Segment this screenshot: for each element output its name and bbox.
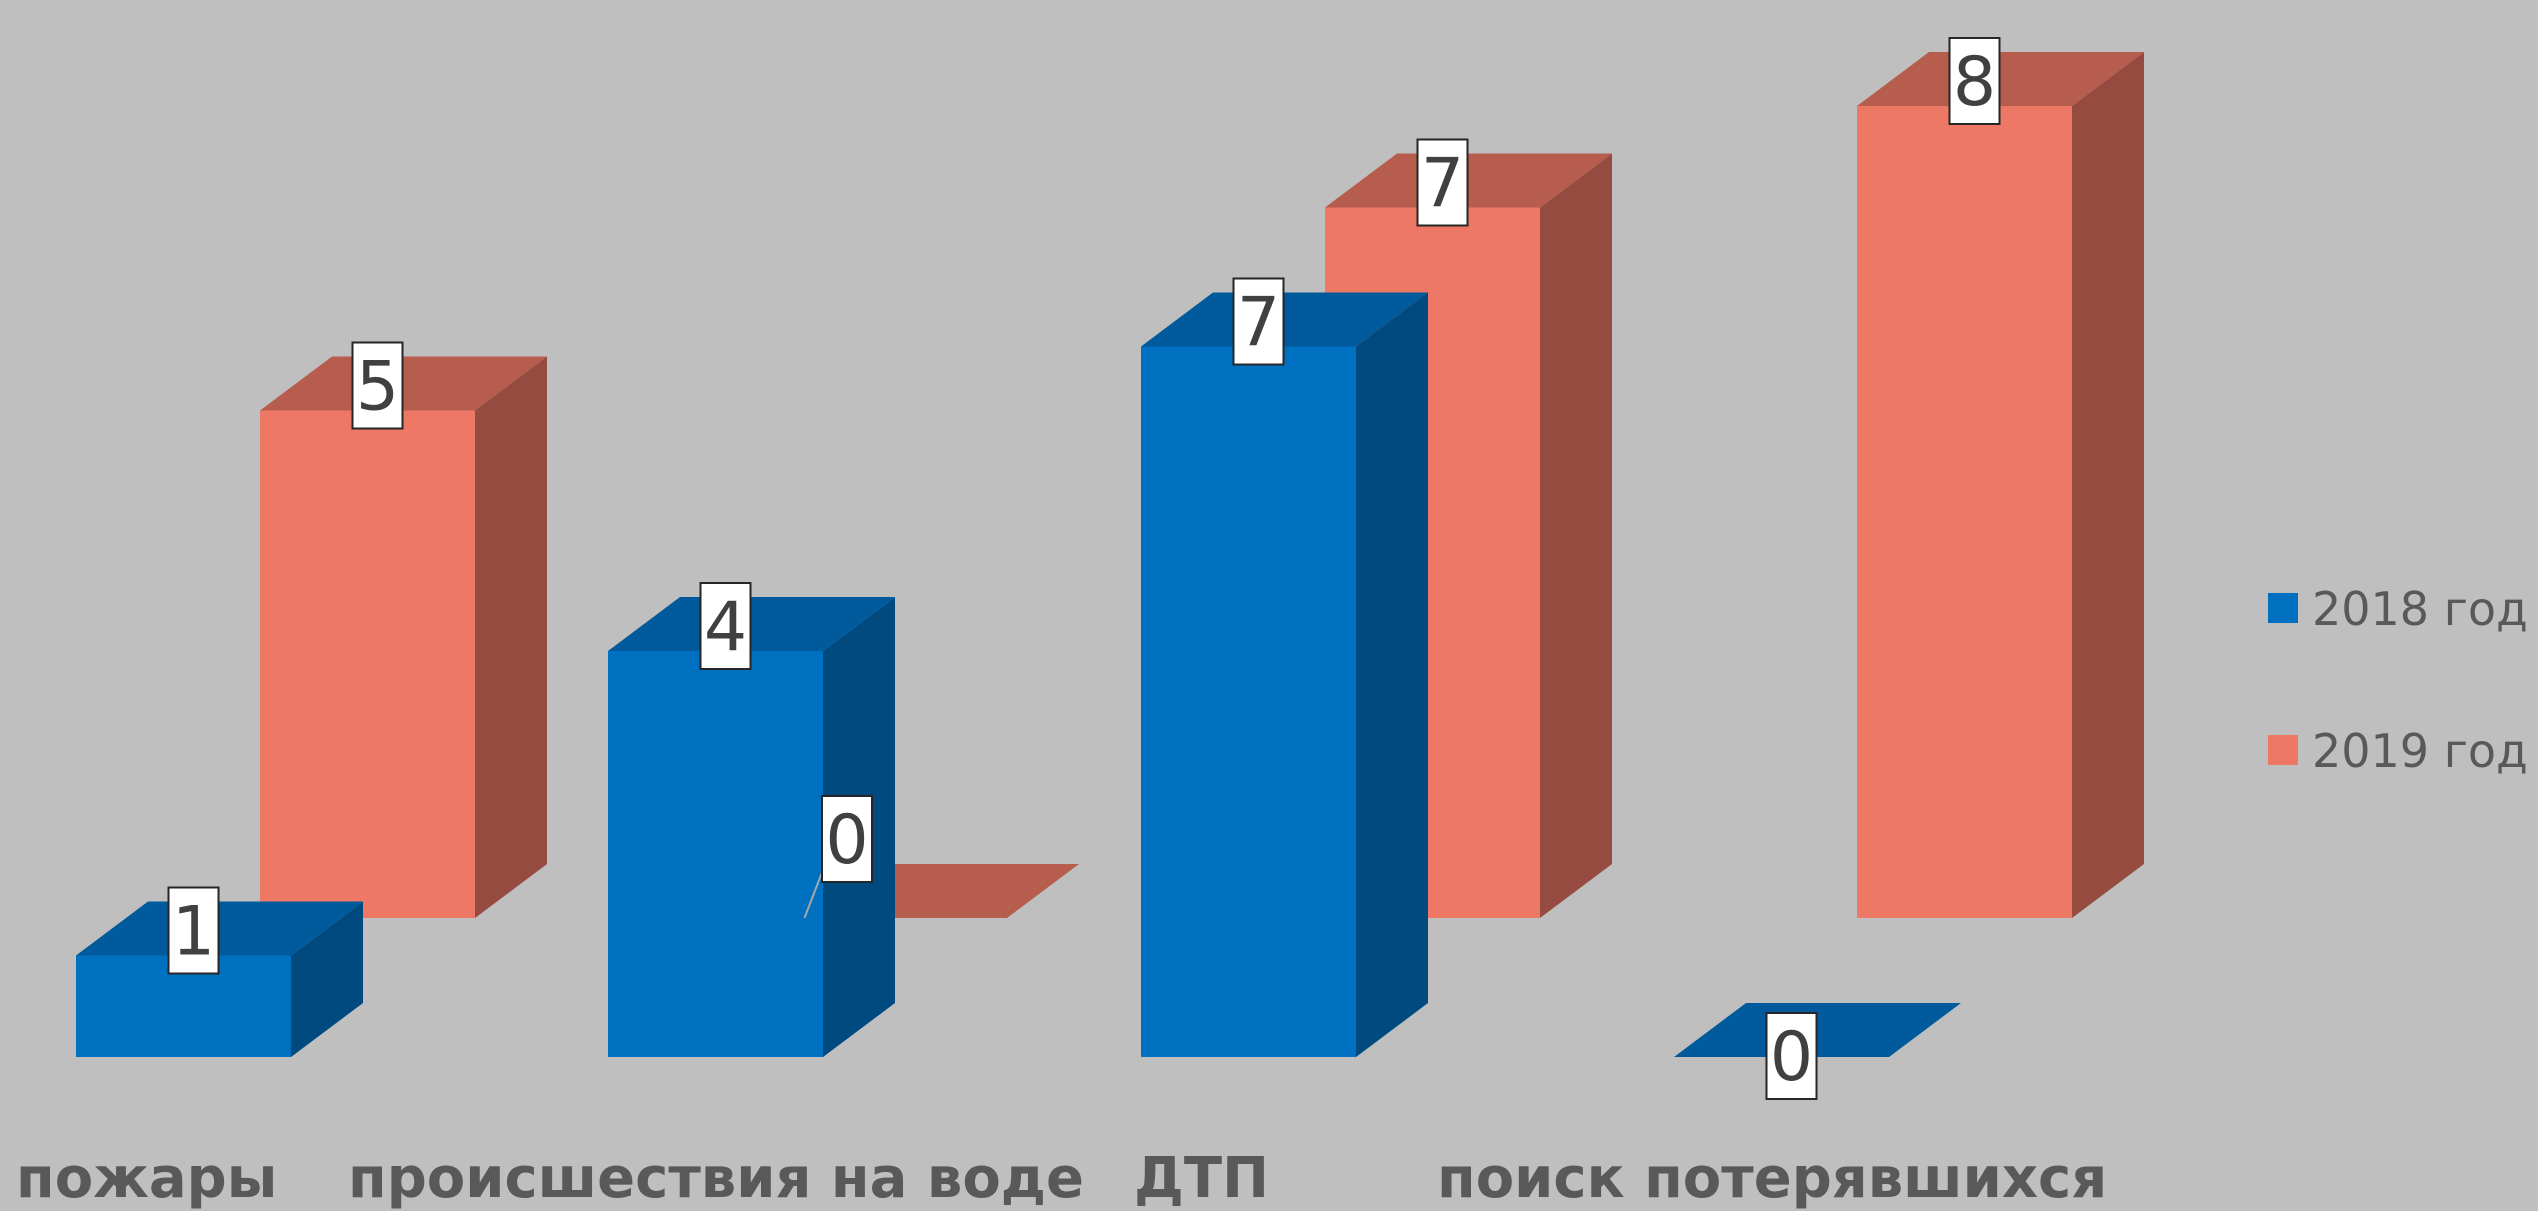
data-label-value: 7 xyxy=(1237,284,1280,363)
data-label: 0 xyxy=(803,795,873,919)
category-label: происшествия на воде xyxy=(348,1146,1084,1211)
data-label-box xyxy=(821,795,873,883)
bar-2019-3 xyxy=(1857,52,2144,918)
category-axis: пожары происшествия на воде ДТП поиск потер… xyxy=(16,1146,2107,1211)
category-label: пожары xyxy=(16,1146,277,1211)
bars-layer xyxy=(76,52,2144,1057)
data-label-box xyxy=(1765,1012,1818,1100)
data-label-value: 5 xyxy=(356,348,399,427)
bar-side-face xyxy=(291,901,363,1057)
bar-side-face xyxy=(1356,292,1428,1057)
data-label-value: 0 xyxy=(825,801,868,880)
data-label-box xyxy=(1232,277,1285,366)
data-label-box xyxy=(1416,138,1469,227)
bar-side-face xyxy=(2072,52,2144,918)
data-label: 7 xyxy=(1416,138,1469,227)
category-label: поиск потерявшихся xyxy=(1437,1146,2107,1211)
legend-label: 2018 год xyxy=(2312,582,2528,636)
data-label-value: 8 xyxy=(1953,43,1996,122)
data-label: 4 xyxy=(699,582,752,670)
bar-front-face xyxy=(608,651,823,1057)
legend-label: 2019 год xyxy=(2312,724,2528,778)
bar-side-face xyxy=(475,356,547,918)
legend-entry: 2018 год xyxy=(2268,582,2528,636)
data-label-value: 1 xyxy=(172,893,215,972)
legend-swatch xyxy=(2268,735,2298,765)
data-label: 0 xyxy=(1765,1012,1818,1100)
legend-swatch xyxy=(2268,593,2298,623)
data-label-value: 0 xyxy=(1770,1018,1813,1097)
bar-front-face xyxy=(260,410,475,918)
bar-front-face xyxy=(1141,346,1356,1057)
data-label: 7 xyxy=(1232,277,1285,366)
bar-side-face xyxy=(1540,153,1612,918)
category-label: ДТП xyxy=(1134,1146,1269,1211)
legend-entry: 2019 год xyxy=(2268,724,2528,778)
bar-2019-0 xyxy=(260,356,547,918)
legend: 2018 год 2019 год xyxy=(2268,582,2528,778)
bar-front-face xyxy=(76,955,291,1057)
data-label-value: 7 xyxy=(1421,145,1464,224)
bar-2018-2 xyxy=(1141,292,1428,1057)
bar-front-face xyxy=(1857,106,2072,918)
data-label-box xyxy=(699,582,752,670)
data-label-box xyxy=(167,886,220,975)
data-label: 5 xyxy=(351,341,404,430)
data-label-value: 4 xyxy=(704,588,747,667)
data-label-box xyxy=(1948,37,2001,125)
data-label: 1 xyxy=(167,886,220,975)
data-label-box xyxy=(351,341,404,430)
data-label: 8 xyxy=(1948,37,2001,125)
